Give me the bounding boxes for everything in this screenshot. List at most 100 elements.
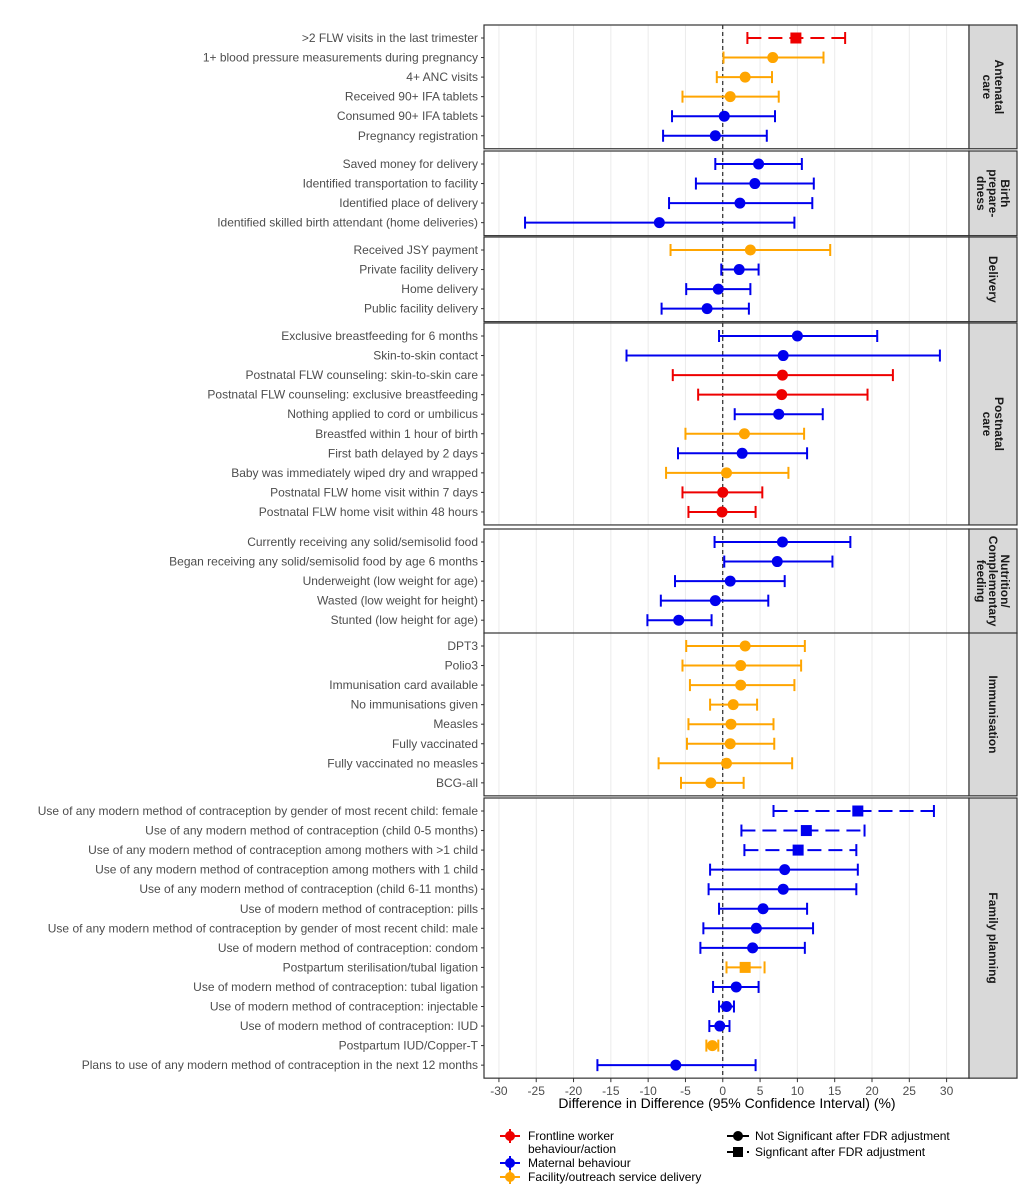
legend-swatch xyxy=(505,1158,515,1168)
row: Use of modern method of contraception: I… xyxy=(240,1019,731,1033)
strip-label: Birthprepare-dness xyxy=(974,169,1012,217)
row-label: Received 90+ IFA tablets xyxy=(345,90,478,104)
point-circle xyxy=(738,428,750,440)
row-label: Identified place of delivery xyxy=(339,196,478,210)
panel-1: Saved money for delivery Identified trans… xyxy=(217,150,1018,237)
legend-entry-square: Signficant after FDR adjustment xyxy=(727,1145,926,1159)
point-circle xyxy=(709,130,721,142)
row-label: BCG-all xyxy=(436,776,478,790)
row: Received JSY payment xyxy=(353,243,832,257)
row-label: Use of modern method of contraception: p… xyxy=(240,902,478,916)
legend-entry-circle: Not Significant after FDR adjustment xyxy=(727,1129,950,1143)
row: Use of modern method of contraception: p… xyxy=(240,902,809,916)
row: Breastfed within 1 hour of birth xyxy=(315,427,806,441)
strip-background xyxy=(968,236,1018,323)
row-label: First bath delayed by 2 days xyxy=(328,446,478,460)
row: Postnatal FLW counseling: skin-to-skin c… xyxy=(245,368,894,382)
x-tick-label: -10 xyxy=(639,1084,657,1098)
row: Identified place of delivery xyxy=(339,196,814,210)
row-label: Wasted (low weight for height) xyxy=(317,594,478,608)
point-circle xyxy=(744,244,756,256)
row: Public facility delivery xyxy=(364,302,750,316)
point-circle xyxy=(779,864,791,876)
row-label: Postpartum sterilisation/tubal ligation xyxy=(283,960,478,974)
strip-background xyxy=(968,797,1018,1079)
row: Polio3 xyxy=(445,659,803,673)
x-axis-title: Difference in Difference (95% Confidence… xyxy=(558,1095,895,1111)
row-label: Nothing applied to cord or umbilicus xyxy=(287,407,478,421)
row: Home delivery xyxy=(401,282,752,296)
row-label: Polio3 xyxy=(445,659,479,673)
row: Use of modern method of contraception: t… xyxy=(193,980,760,994)
x-tick-label: -20 xyxy=(565,1084,583,1098)
row: Received 90+ IFA tablets xyxy=(345,90,780,104)
point-circle xyxy=(749,178,761,190)
row: Postpartum sterilisation/tubal ligation xyxy=(283,960,766,974)
strip-label: Family planning xyxy=(986,892,1000,983)
row-label: Pregnancy registration xyxy=(358,129,478,143)
row-label: Use of modern method of contraception: i… xyxy=(210,1000,478,1014)
row: Postnatal FLW home visit within 7 days xyxy=(270,485,764,499)
strip-label-line: Delivery xyxy=(986,256,1000,303)
point-circle xyxy=(736,447,748,459)
row: Use of any modern method of contraceptio… xyxy=(88,843,858,857)
point-circle xyxy=(776,389,788,401)
row: Postnatal FLW counseling: exclusive brea… xyxy=(207,388,869,402)
x-tick-label: -30 xyxy=(490,1084,508,1098)
strip-background xyxy=(968,528,1018,634)
strip-label-line: care xyxy=(980,412,994,437)
point-circle xyxy=(721,467,732,479)
row: Stunted (low height for age) xyxy=(331,613,713,627)
row-label: Use of modern method of contraception: I… xyxy=(240,1019,478,1033)
point-circle xyxy=(747,942,759,954)
row-label: Stunted (low height for age) xyxy=(331,613,478,627)
row-label: Public facility delivery xyxy=(364,302,478,316)
x-tick-label: -5 xyxy=(680,1084,691,1098)
row-label: Plans to use of any modern method of con… xyxy=(82,1058,478,1072)
row-label: 1+ blood pressure measurements during pr… xyxy=(203,51,478,65)
row-label: 4+ ANC visits xyxy=(406,70,478,84)
x-tick-label: 25 xyxy=(903,1084,917,1098)
point-circle xyxy=(653,217,665,229)
point-circle xyxy=(670,1059,682,1071)
point-circle xyxy=(709,595,721,607)
row: No immunisations given xyxy=(351,698,759,712)
point-circle xyxy=(750,922,762,934)
row: Private facility delivery xyxy=(359,263,760,277)
row-label: Postpartum IUD/Copper-T xyxy=(339,1039,479,1053)
panel-2: Received JSY payment Private facility del… xyxy=(353,236,1018,323)
row-label: Identified skilled birth attendant (home… xyxy=(217,216,478,230)
strip-label-line: Family planning xyxy=(986,892,1000,983)
legend-label: behaviour/action xyxy=(528,1142,616,1156)
x-tick-label: 30 xyxy=(940,1084,954,1098)
point-circle xyxy=(716,506,728,518)
strip-label-line: Complementary xyxy=(986,536,1000,627)
row: Use of modern method of contraception: i… xyxy=(210,1000,735,1014)
strip-label-line: care xyxy=(980,75,994,100)
row-label: Breastfed within 1 hour of birth xyxy=(315,427,478,441)
point-circle xyxy=(735,660,747,672)
point-circle xyxy=(725,718,737,730)
point-circle xyxy=(724,738,736,750)
legend-label: Facility/outreach service delivery xyxy=(528,1170,701,1184)
legend-entry-facility: Facility/outreach service delivery xyxy=(500,1170,701,1184)
point-circle xyxy=(776,369,788,381)
row: First bath delayed by 2 days xyxy=(328,446,809,460)
panel-6: Use of any modern method of contraceptio… xyxy=(38,797,1018,1079)
point-circle xyxy=(739,71,751,83)
row-label: Measles xyxy=(433,717,478,731)
x-tick-label: 20 xyxy=(865,1084,879,1098)
strip-label-line: prepare- xyxy=(986,169,1000,217)
x-axis: -30 -25 -20 -15 -10 -5 0 5 10 15 20 25 30 xyxy=(490,1078,954,1098)
row-label: Currently receiving any solid/semisolid … xyxy=(247,535,478,549)
panel-background xyxy=(484,798,969,1079)
row-label: Postnatal FLW home visit within 48 hours xyxy=(259,505,478,519)
panel-0: >2 FLW visits in the last trimester 1+ bl… xyxy=(203,24,1018,150)
point-circle xyxy=(714,1020,726,1032)
point-circle xyxy=(773,408,785,420)
strip-label-line: Immunisation xyxy=(986,675,1000,753)
point-circle xyxy=(757,903,769,915)
row-label: Home delivery xyxy=(401,282,478,296)
